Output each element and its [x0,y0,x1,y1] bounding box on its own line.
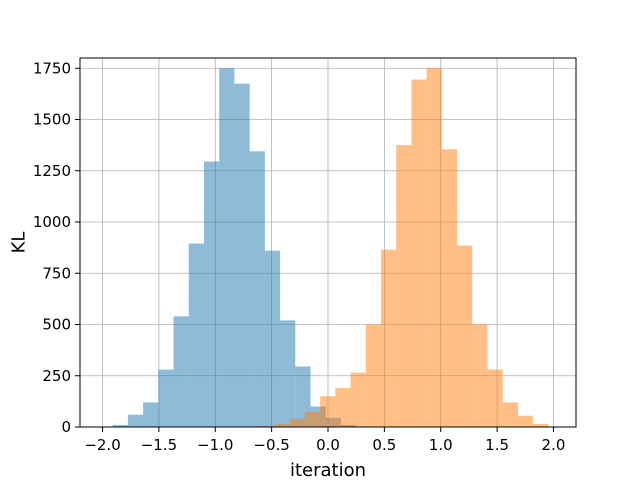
histogram-bar-series-2 [426,68,442,427]
x-tick-label: −0.5 [253,436,289,454]
histogram-bar-series-1 [249,151,265,427]
axis-ticks: −2.0 −1.5 −1.0 −0.5 0.0 0.5 1.0 1.5 2.0 0 250 500 75… [33,59,566,454]
y-tick-label: 500 [42,316,71,334]
histogram-bar-series-1 [264,250,281,427]
histogram-bar-series-2 [472,324,488,427]
histogram-bar-series-2 [441,149,458,427]
histogram-bar-series-1 [219,68,235,427]
x-tick-label: 0.0 [316,436,340,454]
x-tick-label: 2.0 [542,436,566,454]
x-tick-label: −1.0 [197,436,233,454]
histogram-bar-series-1 [127,414,144,427]
histogram-bar-series-2 [289,418,305,427]
histogram-bar-series-2 [335,388,351,427]
x-tick-label: 1.0 [429,436,453,454]
y-tick-label: 0 [61,418,71,436]
y-tick-label: 750 [42,264,71,282]
y-axis-label: KL [8,232,29,254]
x-tick-label: 0.5 [372,436,396,454]
y-tick-label: 1000 [33,213,71,231]
histogram-bar-series-1 [143,402,159,427]
y-tick-label: 1500 [33,111,71,129]
histogram-bar-series-2 [274,423,290,427]
histogram-bar-series-2 [304,411,321,427]
histogram-bar-series-1 [188,243,204,427]
histogram-bar-series-2 [457,245,473,427]
histogram-bar-series-2 [380,249,397,427]
histogram-bars [112,68,549,428]
histogram-bar-series-1 [280,320,296,427]
histogram-bar-series-2 [350,372,366,427]
y-tick-label: 1750 [33,59,71,77]
x-axis-label: iteration [290,460,366,480]
histogram-bar-series-2 [517,415,534,427]
histogram-bar-series-2 [396,145,412,427]
y-tick-label: 1250 [33,162,71,180]
x-tick-label: 1.5 [485,436,509,454]
histogram-bar-series-1 [112,424,128,427]
x-tick-label: −1.5 [141,436,177,454]
histogram-bar-series-1 [204,161,220,427]
histogram-bar-series-2 [320,396,336,427]
histogram-bar-series-1 [234,83,250,427]
histogram-bar-series-2 [411,79,427,428]
histogram-bar-series-2 [259,425,275,427]
histogram-bar-series-2 [533,423,549,427]
histogram-bar-series-1 [173,316,189,427]
x-tick-label: −2.0 [84,436,120,454]
histogram-bar-series-2 [487,369,503,427]
histogram-bar-series-2 [502,402,518,427]
y-tick-label: 250 [42,367,71,385]
histogram-bar-series-1 [158,369,174,427]
histogram-bar-series-2 [365,324,381,427]
